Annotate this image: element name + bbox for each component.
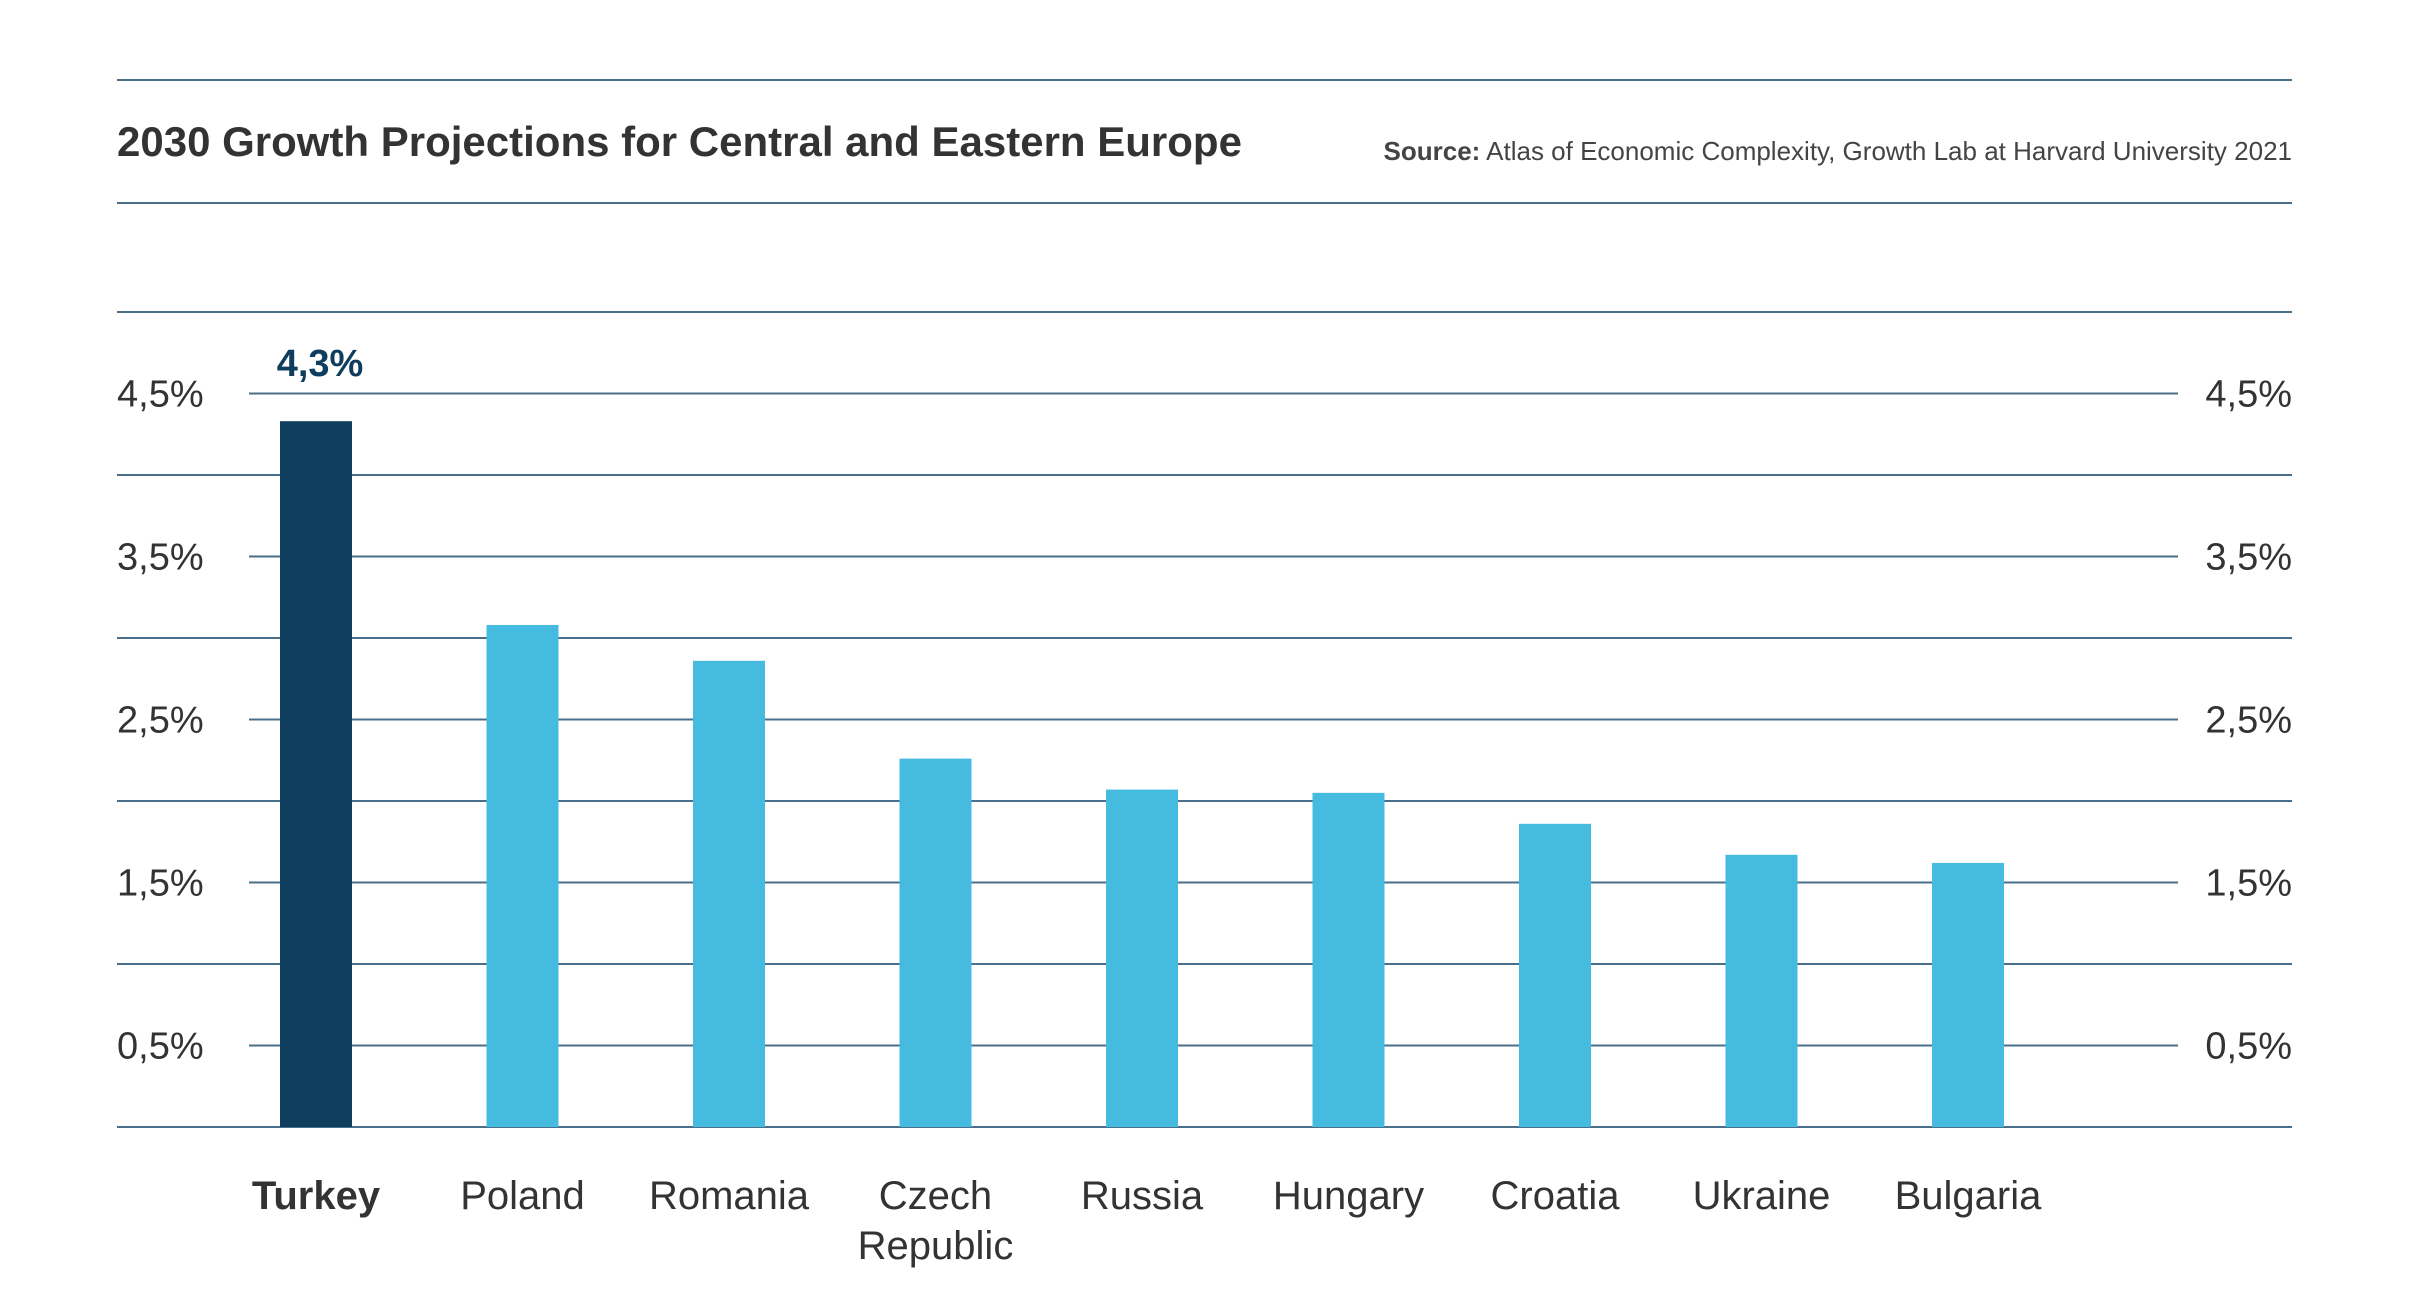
bar-turkey [280,421,352,1128]
x-tick-label: Ukraine [1693,1174,1831,1218]
header-top-rule [117,79,2292,81]
data-label-highlight: 4,3% [277,343,364,385]
x-tick-label: Romania [649,1174,810,1218]
bar-bulgaria [1932,862,2004,1127]
x-tick-label: Czech [879,1174,992,1218]
y-tick-label-left: 2,5% [117,700,204,742]
y-tick-label-right: 3,5% [2205,537,2292,579]
y-tick-label-right: 0,5% [2205,1026,2292,1068]
bar-ukraine [1725,854,1798,1127]
y-tick-label-left: 0,5% [117,1026,204,1068]
chart-source: Source: Atlas of Economic Complexity, Gr… [1384,136,2292,167]
x-tick-label: Russia [1081,1174,1204,1218]
bar-romania [693,660,765,1127]
source-label: Source: [1383,136,1481,166]
x-tick-label: Turkey [252,1174,381,1218]
x-tick-label: Poland [460,1174,585,1218]
x-tick-label: Croatia [1491,1174,1621,1218]
y-tick-label-left: 3,5% [117,537,204,579]
x-tick-label: Bulgaria [1895,1174,2043,1218]
y-tick-label-right: 1,5% [2205,863,2292,905]
chart-title: 2030 Growth Projections for Central and … [117,118,1242,165]
bar-czech-republic [899,758,972,1127]
bar-russia [1106,789,1178,1127]
header-bottom-rule [117,202,2292,204]
bar-poland [486,624,559,1127]
y-tick-label-left: 4,5% [117,374,204,416]
y-tick-label-right: 2,5% [2205,700,2292,742]
y-tick-label-right: 4,5% [2205,374,2292,416]
y-tick-label-left: 1,5% [117,863,204,905]
bar-croatia [1519,823,1591,1127]
bar-hungary [1312,792,1385,1127]
source-text: Atlas of Economic Complexity, Growth Lab… [1486,136,2292,166]
x-tick-label: Republic [858,1224,1014,1268]
x-tick-label: Hungary [1273,1174,1424,1218]
